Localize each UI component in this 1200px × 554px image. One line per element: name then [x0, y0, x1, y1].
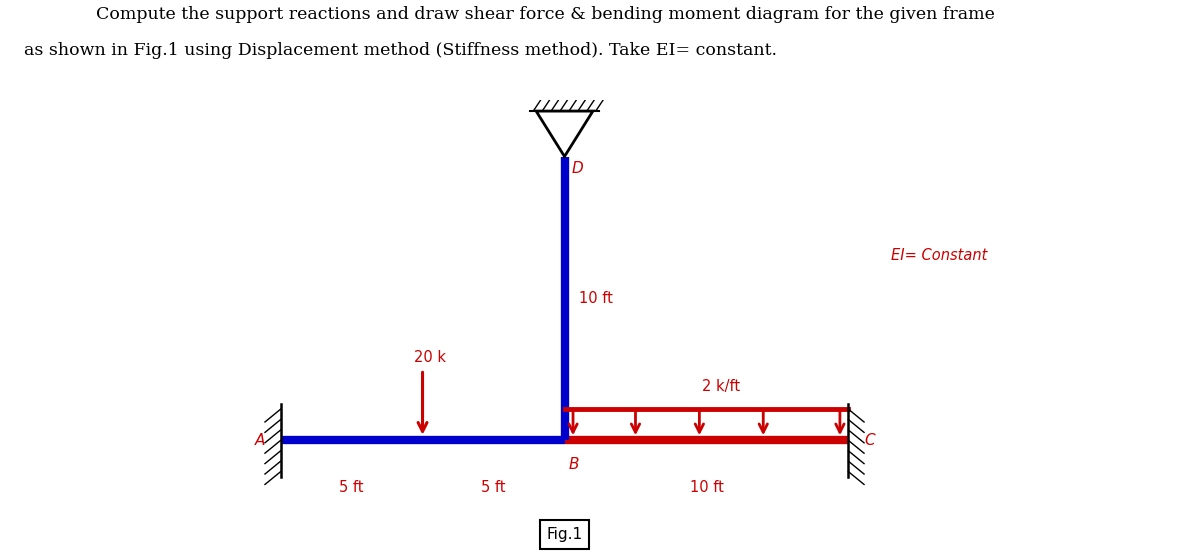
Text: as shown in Fig.1 using Displacement method (Stiffness method). Take EI= constan: as shown in Fig.1 using Displacement met…	[24, 42, 778, 59]
Text: 5 ft: 5 ft	[481, 480, 505, 495]
Text: D: D	[571, 161, 583, 176]
Text: 10 ft: 10 ft	[578, 291, 612, 306]
Text: 20 k: 20 k	[414, 350, 446, 365]
Text: A: A	[254, 433, 265, 448]
Text: 2 k/ft: 2 k/ft	[702, 378, 739, 393]
Text: 10 ft: 10 ft	[690, 480, 724, 495]
Text: Fig.1: Fig.1	[546, 527, 582, 542]
Text: B: B	[569, 458, 580, 473]
Text: 5 ft: 5 ft	[340, 480, 364, 495]
Text: C: C	[864, 433, 875, 448]
Text: EI= Constant: EI= Constant	[892, 248, 988, 263]
Text: Compute the support reactions and draw shear force & bending moment diagram for : Compute the support reactions and draw s…	[96, 6, 995, 23]
